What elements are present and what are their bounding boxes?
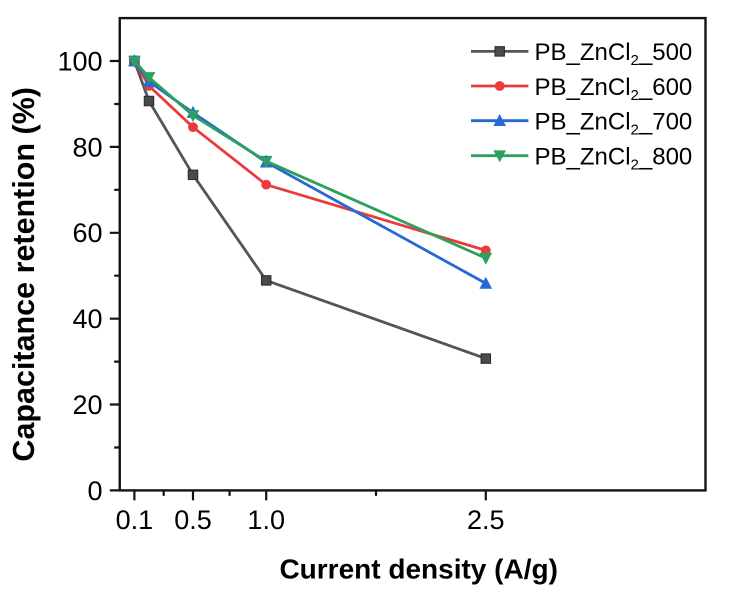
svg-text:0.1: 0.1 (116, 505, 154, 535)
svg-text:40: 40 (72, 304, 102, 334)
svg-text:Capacitance retention (%): Capacitance retention (%) (7, 87, 41, 462)
svg-text:PB_ZnCl2_500: PB_ZnCl2_500 (535, 39, 693, 69)
svg-text:2.5: 2.5 (467, 505, 505, 535)
svg-text:Current density (A/g): Current density (A/g) (279, 554, 557, 585)
svg-text:PB_ZnCl2_700: PB_ZnCl2_700 (535, 109, 693, 139)
svg-text:1.0: 1.0 (247, 505, 285, 535)
svg-text:60: 60 (72, 218, 102, 248)
svg-text:0.5: 0.5 (174, 505, 212, 535)
svg-text:100: 100 (57, 46, 102, 76)
svg-text:PB_ZnCl2_800: PB_ZnCl2_800 (535, 144, 693, 174)
svg-text:20: 20 (72, 390, 102, 420)
svg-text:80: 80 (72, 132, 102, 162)
svg-text:0: 0 (87, 476, 102, 506)
svg-text:PB_ZnCl2_600: PB_ZnCl2_600 (535, 74, 693, 104)
